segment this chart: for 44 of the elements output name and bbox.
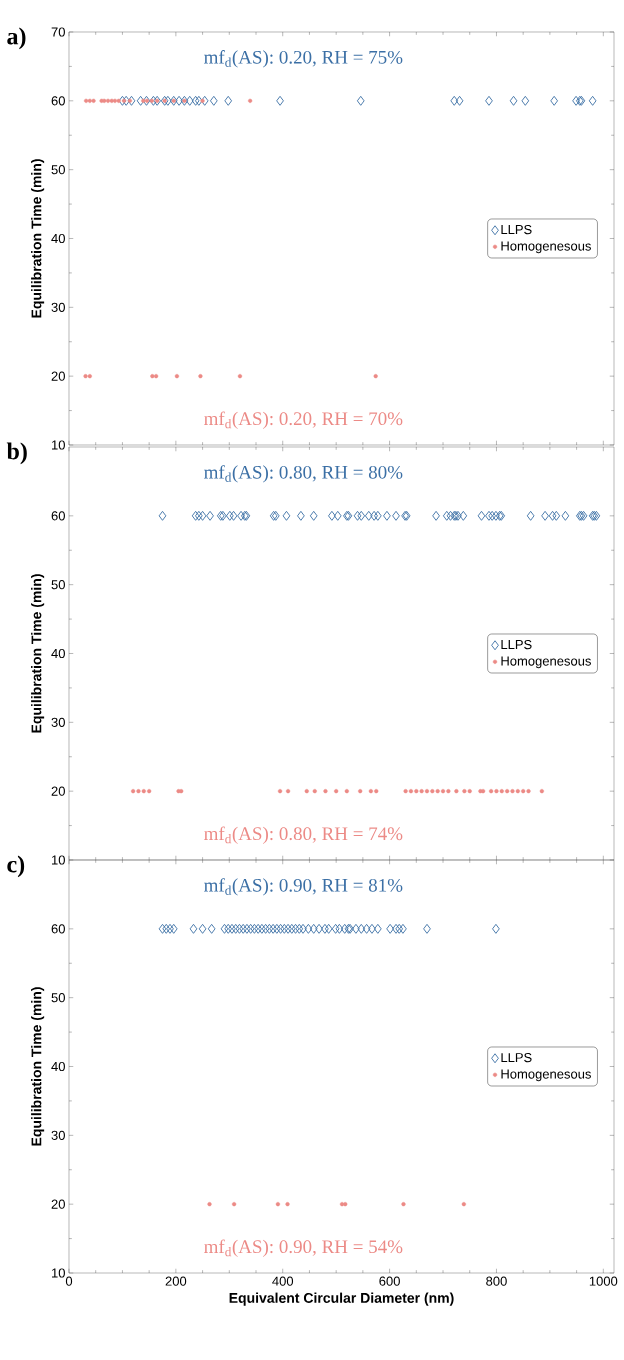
annotation: mf$_{d}$(AS): 0.20, RH = 70% — [204, 411, 403, 429]
y-tick-label: 20 — [51, 1199, 65, 1209]
y-tick-label: 40 — [51, 648, 65, 659]
y-tick-label: 40 — [51, 1061, 65, 1072]
legend-label: LLPS — [501, 224, 532, 235]
x-tick-label: 800 — [486, 1276, 507, 1286]
y-tick-label: 50 — [51, 993, 65, 1003]
y-tick-label: 30 — [51, 302, 65, 312]
y-tick-label: 30 — [51, 1130, 65, 1140]
y-tick-label: 10 — [51, 855, 65, 865]
y-tick-label: 60 — [51, 96, 65, 106]
y-tick-label: 70 — [51, 27, 65, 37]
y-axis-title: Equilibration Time (min) — [31, 574, 45, 733]
legend-label: LLPS — [501, 1052, 532, 1063]
y-tick-label: 10 — [51, 440, 65, 450]
chart-title: b) — [6, 442, 27, 465]
legend-label: Homogenesous — [501, 1069, 591, 1082]
y-tick-label: 60 — [51, 924, 65, 934]
y-tick-label: 10 — [51, 1268, 65, 1278]
x-tick-label: 600 — [379, 1276, 400, 1286]
y-tick-label: 50 — [51, 580, 65, 590]
legend-label: LLPS — [501, 639, 532, 650]
x-axis-title: Equivalent Circular Diameter (nm) — [229, 1292, 454, 1306]
legend-label: Homogenesous — [501, 656, 591, 669]
chart-title: a) — [7, 27, 26, 50]
x-tick-label: 0 — [65, 1276, 73, 1286]
y-tick-label: 30 — [51, 717, 65, 727]
y-tick-label: 40 — [51, 233, 65, 244]
chart-title: c) — [7, 855, 25, 878]
annotation: mf$_{d}$(AS): 0.80, RH = 80% — [204, 465, 403, 483]
y-tick-label: 60 — [51, 511, 65, 521]
x-tick-label: 1000 — [589, 1276, 618, 1286]
annotation: mf$_{d}$(AS): 0.90, RH = 54% — [204, 1239, 403, 1257]
annotation: mf$_{d}$(AS): 0.80, RH = 74% — [204, 826, 403, 844]
y-tick-label: 20 — [51, 371, 65, 381]
y-axis-title: Equilibration Time (min) — [31, 159, 45, 318]
annotation: mf$_{d}$(AS): 0.90, RH = 81% — [204, 878, 403, 896]
x-tick-label: 200 — [165, 1276, 187, 1286]
y-axis-title: Equilibration Time (min) — [31, 987, 45, 1146]
y-tick-label: 20 — [51, 786, 65, 796]
y-tick-label: 50 — [51, 165, 65, 175]
x-tick-label: 400 — [272, 1276, 294, 1286]
annotation: mf$_{d}$(AS): 0.20, RH = 75% — [204, 50, 403, 68]
legend-label: Homogenesous — [501, 241, 591, 254]
